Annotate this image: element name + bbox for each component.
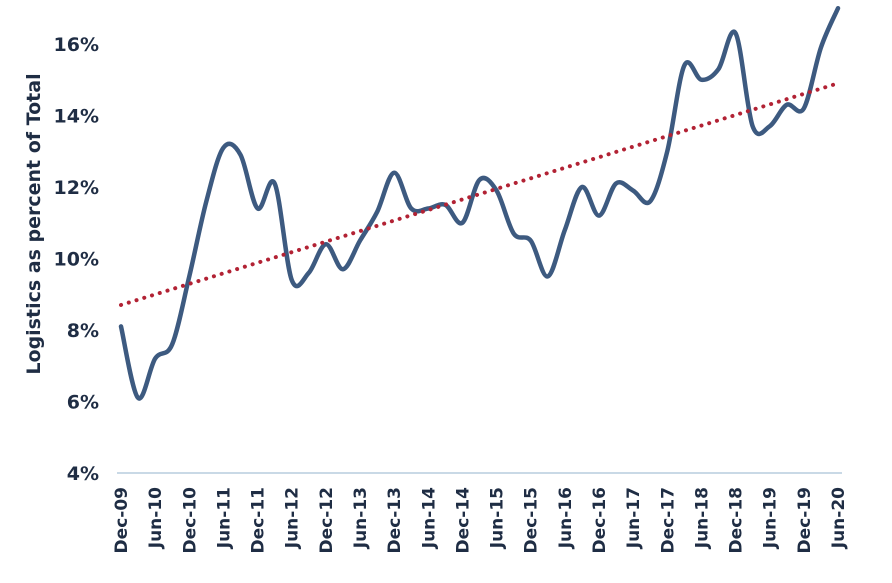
x-tick-label: Jun-18 (692, 487, 712, 549)
x-tick-label: Jun-14 (419, 487, 439, 549)
y-tick-label: 12% (54, 177, 99, 199)
trend-line (119, 81, 840, 307)
x-tick-label: Dec-17 (658, 487, 678, 553)
y-tick-label: 8% (67, 320, 99, 342)
x-tick-label: Jun-17 (624, 487, 644, 549)
y-tick-label: 14% (54, 106, 99, 128)
x-axis-ticks: Dec-09 Jun-10 Dec-10 Jun-11 Dec-11 Jun-12 Dec-… (112, 487, 849, 554)
x-tick-label: Jun-19 (761, 487, 781, 549)
x-tick-label: Dec-13 (385, 487, 405, 553)
x-tick-label: Dec-18 (727, 487, 747, 553)
x-tick-label: Jun-15 (488, 487, 508, 549)
y-tick-label: 6% (67, 392, 99, 414)
y-axis-ticks: 4% 6% 8% 10% 12% 14% 16% (54, 34, 99, 485)
x-tick-label: Jun-13 (351, 487, 371, 549)
x-tick-label: Dec-16 (590, 487, 610, 553)
x-tick-label: Dec-09 (112, 487, 132, 553)
x-tick-label: Jun-12 (283, 487, 303, 549)
y-tick-label: 4% (67, 463, 99, 485)
x-tick-label: Jun-10 (146, 487, 166, 549)
x-tick-label: Dec-15 (522, 487, 542, 553)
x-tick-label: Jun-20 (829, 487, 849, 549)
x-tick-label: Dec-14 (453, 487, 473, 554)
x-tick-label: Dec-12 (317, 487, 337, 553)
y-axis-label: Logistics as percent of Total (23, 73, 45, 374)
y-tick-label: 10% (54, 249, 99, 271)
series-group (118, 6, 841, 401)
x-tick-label: Dec-11 (249, 487, 269, 553)
x-tick-label: Jun-16 (556, 487, 576, 549)
series-line (118, 6, 841, 401)
y-tick-label: 16% (54, 34, 99, 56)
x-tick-label: Dec-10 (180, 487, 200, 554)
x-tick-label: Dec-19 (795, 487, 815, 553)
x-tick-label: Jun-11 (214, 487, 234, 549)
